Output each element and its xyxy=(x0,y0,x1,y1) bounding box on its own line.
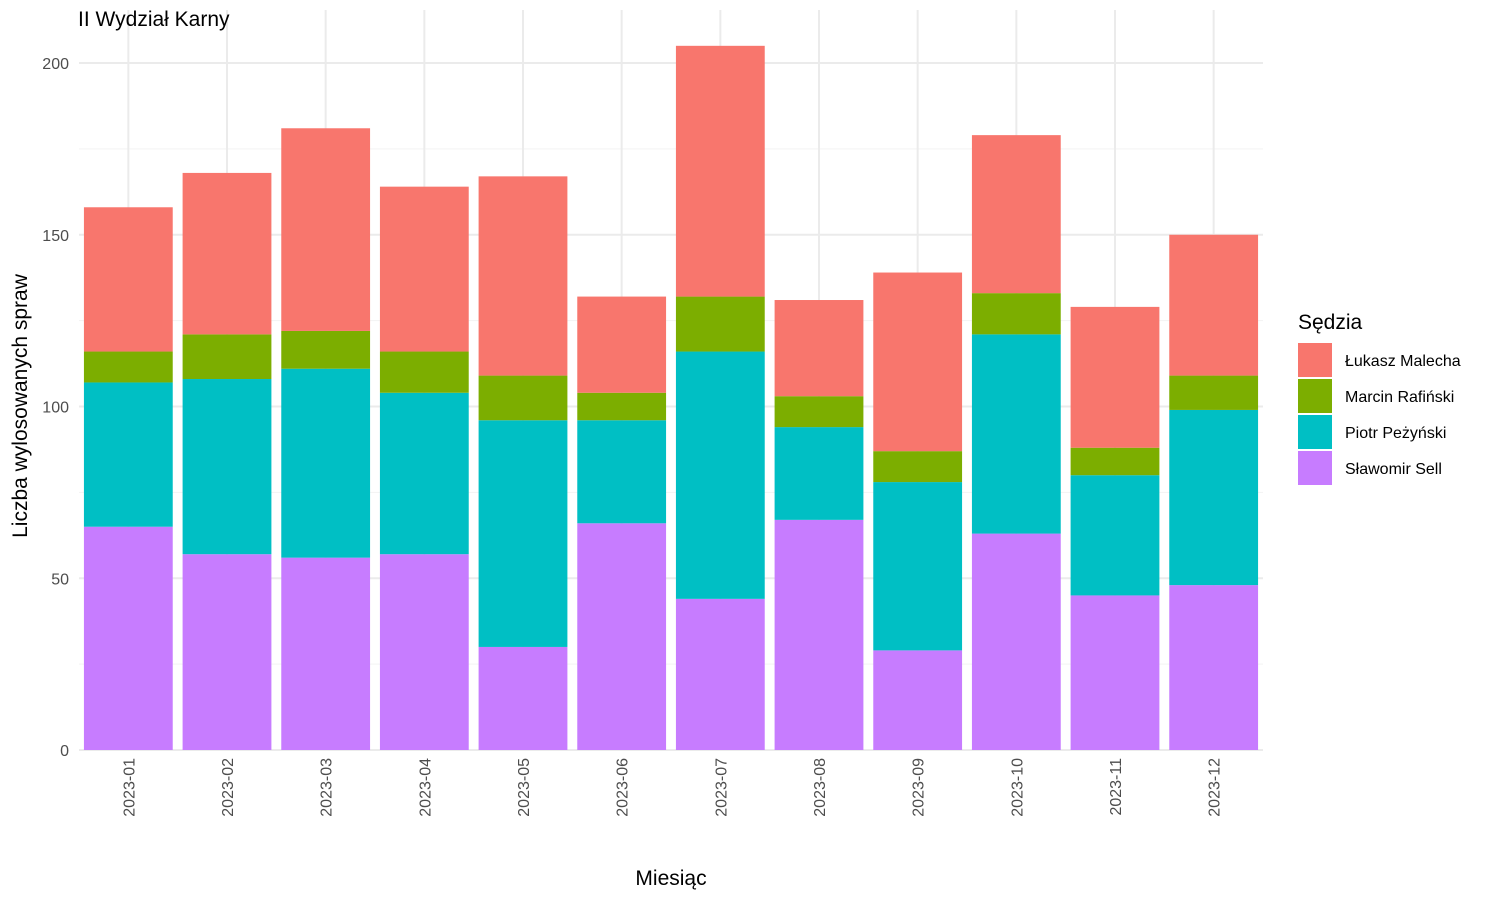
bar-segment xyxy=(1070,595,1160,750)
y-axis-ticks: 0 50 100 150 200 xyxy=(42,56,69,760)
bar-segment xyxy=(1169,375,1259,410)
x-tick-label: 2023-02 xyxy=(220,758,237,817)
bar-segment xyxy=(182,554,272,750)
bar-segment xyxy=(1070,475,1160,596)
x-tick-label: 2023-06 xyxy=(615,758,632,817)
bar-segment xyxy=(83,351,173,383)
bar-segment xyxy=(1070,447,1160,476)
bar-segment xyxy=(873,451,963,483)
x-tick-label: 2023-09 xyxy=(911,758,928,817)
legend-swatch xyxy=(1298,451,1332,485)
bar-segment xyxy=(1169,585,1259,750)
x-tick-label: 2023-08 xyxy=(812,758,829,817)
legend-label: Piotr Peżyński xyxy=(1345,425,1446,442)
bar-segment xyxy=(478,375,568,421)
legend-swatch xyxy=(1298,415,1332,449)
bar-segment xyxy=(971,135,1061,294)
bar-segment xyxy=(379,351,469,393)
legend-label: Sławomir Sell xyxy=(1345,461,1442,478)
bar-segment xyxy=(478,420,568,647)
y-tick-label: 100 xyxy=(42,400,69,417)
bar-segment xyxy=(83,382,173,527)
y-tick-label: 150 xyxy=(42,228,69,245)
y-axis-title: Liczba wylosowanych spraw xyxy=(9,273,32,538)
bar-segment xyxy=(577,392,667,421)
bar-segment xyxy=(675,351,765,599)
x-tick-label: 2023-04 xyxy=(417,758,434,817)
bar-segment xyxy=(774,427,864,520)
bar-segment xyxy=(774,300,864,397)
bar-segment xyxy=(478,646,568,750)
bar-segment xyxy=(873,650,963,750)
x-tick-label: 2023-05 xyxy=(516,758,533,817)
bar-segment xyxy=(379,186,469,352)
bar-segment xyxy=(577,296,667,393)
bar-segment xyxy=(577,420,667,524)
bar-segment xyxy=(675,598,765,750)
bar-segment xyxy=(971,533,1061,750)
x-axis-ticks: 2023-01 2023-02 2023-03 2023-04 2023-05 2023-… xyxy=(121,758,1223,817)
bar-segment xyxy=(182,334,272,380)
legend-title: Sędzia xyxy=(1298,311,1363,334)
bar-segment xyxy=(281,557,371,750)
chart-title: II Wydział Karny xyxy=(78,8,230,31)
legend-label: Łukasz Malecha xyxy=(1345,353,1461,370)
bar-segment xyxy=(379,392,469,555)
legend: Sędzia Łukasz Malecha Marcin Rafiński Piot… xyxy=(1298,311,1461,485)
bar-segment xyxy=(873,272,963,452)
bar-segment xyxy=(971,293,1061,335)
legend-swatch xyxy=(1298,343,1332,377)
x-tick-label: 2023-11 xyxy=(1108,758,1125,816)
bar-segment xyxy=(83,526,173,750)
legend-label: Marcin Rafiński xyxy=(1345,389,1454,406)
bar-segment xyxy=(182,172,272,335)
y-tick-label: 50 xyxy=(51,571,69,588)
bar-segment xyxy=(774,396,864,428)
x-tick-label: 2023-01 xyxy=(121,758,138,817)
x-axis-title: Miesiąc xyxy=(635,867,706,890)
bar-segment xyxy=(873,482,963,651)
bar-segment xyxy=(281,128,371,331)
bar-segment xyxy=(675,296,765,352)
bar-segment xyxy=(379,554,469,750)
x-tick-label: 2023-10 xyxy=(1009,758,1026,817)
bar-segment xyxy=(971,334,1061,534)
bar-segment xyxy=(83,207,173,352)
bar-segment xyxy=(774,519,864,750)
bars xyxy=(83,45,1259,750)
x-tick-label: 2023-07 xyxy=(713,758,730,817)
bar-segment xyxy=(478,176,568,376)
bar-segment xyxy=(675,45,765,297)
bar-segment xyxy=(1169,234,1259,376)
legend-swatch xyxy=(1298,379,1332,413)
y-tick-label: 200 xyxy=(42,56,69,73)
y-tick-label: 0 xyxy=(60,743,69,760)
bar-segment xyxy=(182,379,272,555)
x-tick-label: 2023-03 xyxy=(319,758,336,817)
x-tick-label: 2023-12 xyxy=(1207,758,1224,817)
bar-segment xyxy=(1169,409,1259,586)
bar-segment xyxy=(577,523,667,750)
bar-segment xyxy=(281,330,371,369)
bar-segment xyxy=(1070,306,1160,448)
bar-segment xyxy=(281,368,371,558)
